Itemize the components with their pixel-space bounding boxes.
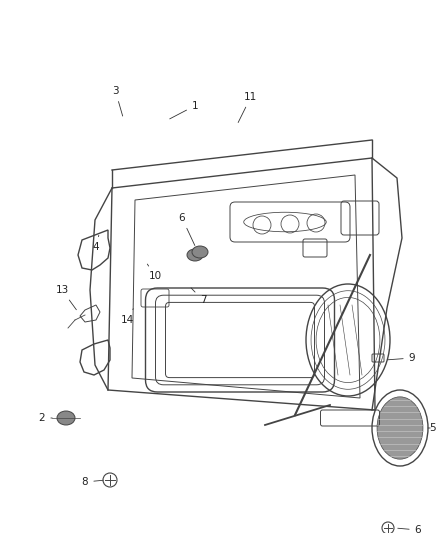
- Text: 10: 10: [147, 264, 162, 281]
- Text: 6: 6: [398, 525, 421, 533]
- Text: 9: 9: [388, 353, 415, 363]
- Text: 6: 6: [179, 213, 195, 246]
- Text: 7: 7: [191, 288, 206, 305]
- Text: 5: 5: [428, 423, 436, 433]
- Ellipse shape: [377, 397, 423, 459]
- Ellipse shape: [57, 411, 75, 425]
- Text: 2: 2: [39, 413, 52, 423]
- Text: 14: 14: [121, 309, 134, 325]
- Text: 1: 1: [170, 101, 198, 119]
- Ellipse shape: [187, 249, 203, 261]
- Text: 4: 4: [92, 235, 99, 252]
- Text: 13: 13: [55, 285, 76, 310]
- Ellipse shape: [192, 246, 208, 258]
- Text: 8: 8: [82, 477, 103, 487]
- Text: 3: 3: [112, 86, 123, 116]
- Text: 11: 11: [238, 92, 258, 123]
